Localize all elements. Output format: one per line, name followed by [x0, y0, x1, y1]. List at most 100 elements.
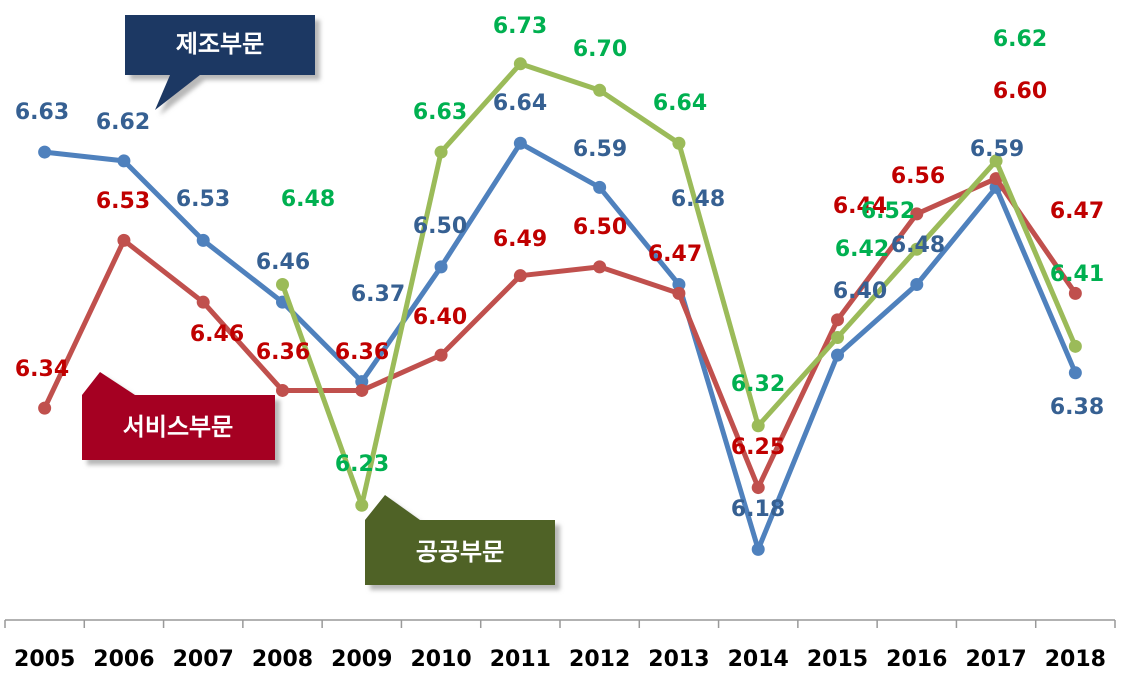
legend-label: 공공부문 [416, 538, 504, 566]
data-label: 6.40 [833, 279, 887, 304]
x-tick-label: 2018 [1045, 647, 1106, 672]
data-label: 6.63 [413, 100, 467, 125]
data-label: 6.50 [413, 214, 467, 239]
legend-label: 서비스부문 [123, 413, 233, 441]
data-label: 6.62 [993, 27, 1047, 52]
x-tick-label: 2008 [252, 647, 313, 672]
x-tick-label: 2017 [965, 647, 1026, 672]
data-point [434, 260, 448, 274]
callout-box [365, 495, 555, 585]
data-label: 6.48 [281, 187, 335, 212]
plot: 2005 2006 2007 2008 2009 2010 2011 2012 2013 2014… [4, 14, 1116, 672]
x-tick-label: 2005 [14, 647, 75, 672]
data-label: 6.32 [731, 372, 785, 397]
data-point [910, 242, 924, 256]
data-label: 6.42 [835, 237, 889, 262]
data-label: 6.59 [573, 137, 627, 162]
data-label: 6.46 [190, 322, 244, 347]
data-point [1068, 286, 1082, 300]
data-label: 6.18 [731, 497, 785, 522]
series-line [44, 140, 1078, 552]
data-label: 6.34 [15, 357, 69, 382]
data-point [513, 136, 527, 150]
data-point [276, 383, 289, 397]
data-point [513, 57, 527, 71]
x-tick-label: 2009 [331, 647, 392, 672]
data-label: 6.59 [970, 137, 1024, 162]
data-point [513, 269, 527, 283]
data-label: 6.47 [1050, 199, 1104, 224]
x-tick-label: 2012 [569, 647, 630, 672]
callout-box [125, 15, 315, 110]
x-tick-label: 2016 [886, 647, 947, 672]
x-tick-label: 2013 [648, 647, 709, 672]
data-label: 6.48 [671, 187, 725, 212]
data-label: 6.62 [96, 110, 150, 135]
data-label: 6.50 [573, 215, 627, 240]
data-point [593, 180, 607, 194]
data-point [751, 481, 765, 495]
data-label: 6.40 [413, 305, 467, 330]
data-point [831, 330, 844, 344]
data-label: 6.64 [493, 91, 547, 116]
data-point [276, 278, 289, 292]
x-tick-label: 2007 [173, 647, 234, 672]
data-label: 6.60 [993, 79, 1047, 104]
data-point [672, 136, 686, 150]
data-point [831, 348, 844, 362]
data-label: 6.41 [1050, 262, 1104, 287]
data-label: 6.47 [648, 242, 702, 267]
data-point [593, 260, 607, 274]
x-tick-label: 2006 [93, 647, 154, 672]
data-point [355, 498, 369, 512]
callout-box [82, 372, 275, 460]
legend-red [82, 372, 275, 460]
x-tick-label: 2010 [410, 647, 471, 672]
data-label: 6.49 [493, 227, 547, 252]
series-line [42, 176, 1078, 491]
data-point [910, 278, 924, 292]
data-point [434, 348, 448, 362]
data-label: 6.63 [15, 100, 69, 125]
data-label: 6.25 [731, 435, 785, 460]
data-point [38, 401, 52, 415]
data-label: 6.70 [573, 37, 627, 62]
data-label: 6.23 [335, 452, 389, 477]
x-tick-label: 2011 [490, 647, 551, 672]
data-point [1068, 366, 1082, 380]
data-point [831, 313, 844, 327]
data-label: 6.53 [176, 187, 230, 212]
data-label: 6.64 [653, 91, 707, 116]
legend-green [365, 495, 555, 585]
data-point [989, 154, 1003, 168]
legend-blue [125, 15, 315, 110]
data-point [751, 542, 765, 556]
data-label: 6.38 [1050, 395, 1104, 420]
data-label: 6.53 [96, 189, 150, 214]
data-point [1068, 339, 1082, 353]
data-point [117, 154, 131, 168]
data-point [989, 172, 1003, 186]
x-tick-label: 2014 [728, 647, 789, 672]
data-label: 6.46 [256, 250, 310, 275]
data-label: 6.36 [256, 340, 310, 365]
data-label: 6.48 [891, 233, 945, 258]
x-tick-label: 2015 [807, 647, 868, 672]
data-point [434, 145, 448, 159]
data-point [196, 295, 210, 309]
data-label: 6.52 [861, 199, 915, 224]
data-point [117, 233, 131, 247]
data-point [355, 383, 369, 397]
data-point [38, 145, 52, 159]
data-point [751, 419, 765, 433]
legend-label: 제조부문 [176, 30, 264, 58]
data-label: 6.36 [335, 340, 389, 365]
data-label: 6.56 [891, 164, 945, 189]
data-point [196, 233, 210, 247]
data-point [672, 286, 686, 300]
data-point [593, 83, 607, 97]
data-label: 6.37 [351, 282, 405, 307]
data-point [910, 207, 924, 221]
data-label: 6.73 [493, 14, 547, 39]
